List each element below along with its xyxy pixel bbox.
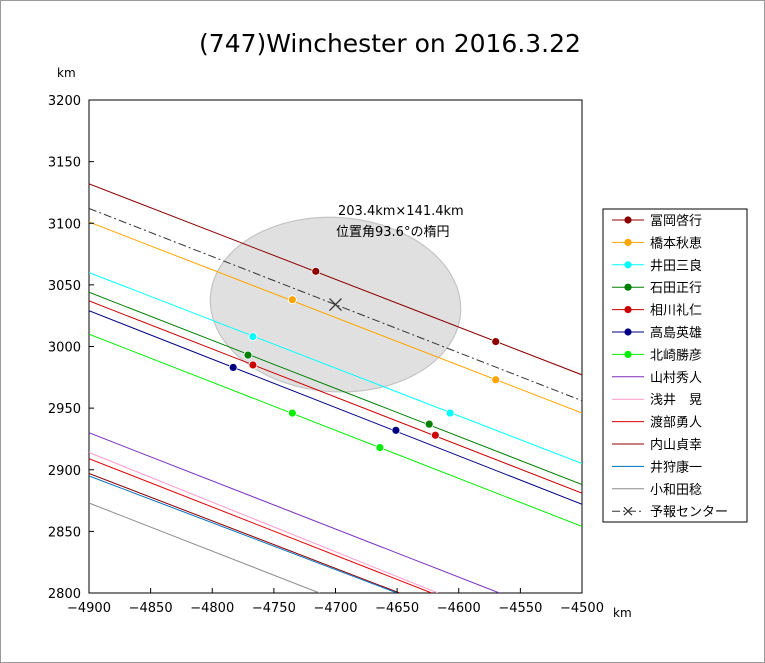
x-axis-label: km: [613, 606, 632, 620]
chord-line: [89, 333, 582, 527]
y-tick-label: 2900: [48, 464, 81, 479]
observation-point: [491, 375, 501, 385]
x-tick-label: −4900: [67, 601, 111, 616]
y-axis-label: km: [57, 66, 76, 80]
legend-box: [602, 208, 748, 523]
legend-marker: [624, 216, 632, 224]
chord-line: [89, 432, 500, 593]
legend-label: 浅井 晃: [650, 393, 702, 408]
chart-title: (747)Winchester on 2016.3.22: [199, 29, 581, 58]
observation-point: [430, 430, 440, 440]
y-tick-label: 3000: [48, 341, 81, 356]
y-tick-label: 3150: [48, 156, 81, 171]
x-tick-label: −4550: [498, 601, 542, 616]
x-tick-label: −4600: [437, 601, 481, 616]
observation-point: [391, 425, 401, 435]
x-tick-label: −4750: [252, 601, 296, 616]
observation-point: [243, 350, 253, 360]
legend-item: 高島英雄: [612, 325, 702, 341]
x-tick-label: −4850: [129, 601, 173, 616]
y-tick-label: 3200: [48, 94, 81, 109]
legend-item: 浅井 晃: [612, 393, 702, 408]
legend-label: 高島英雄: [650, 325, 702, 341]
observation-point: [248, 332, 258, 342]
legend-item: 渡部勇人: [612, 415, 702, 431]
legend-item: 橋本秋恵: [612, 236, 702, 251]
legend-label: 橋本秋恵: [650, 236, 702, 251]
legend-item: 小和田稔: [612, 483, 702, 498]
legend-label: 予報センター: [650, 505, 728, 520]
y-tick-label: 3100: [48, 217, 81, 232]
legend-marker: [624, 261, 632, 269]
chord-line: [89, 300, 582, 494]
legend-label: 石田正行: [650, 281, 702, 296]
legend-label: 北崎勝彦: [650, 347, 702, 363]
observation-point: [248, 360, 258, 370]
legend-marker: [624, 306, 632, 314]
chord-line: [89, 458, 432, 593]
legend-label: 内山貞幸: [650, 437, 702, 453]
y-tick-label: 3050: [48, 279, 81, 294]
x-tick-label: −4500: [560, 601, 604, 616]
legend-item: 北崎勝彦: [612, 347, 702, 363]
x-tick-label: −4650: [375, 601, 419, 616]
legend-item: 石田正行: [612, 281, 702, 296]
legend-marker: [624, 350, 632, 358]
observation-point: [287, 295, 297, 305]
legend-item: 山村秀人: [612, 371, 702, 386]
legend-label: 井狩康一: [650, 459, 702, 475]
legend-item: 冨岡啓行: [612, 214, 702, 229]
observation-points-layer: [228, 266, 501, 452]
chord-line: [89, 502, 320, 593]
legend-label: 冨岡啓行: [650, 214, 702, 229]
observation-point: [228, 363, 238, 372]
legend-item: 予報センター: [612, 505, 728, 520]
x-tick-label: −4800: [190, 601, 234, 616]
chord-line: [89, 272, 582, 465]
legend-label: 山村秀人: [650, 371, 702, 386]
legend-item: 内山貞幸: [612, 437, 702, 453]
chord-line: [89, 472, 400, 593]
y-tick-label: 2850: [48, 525, 81, 540]
observation-point: [491, 337, 501, 346]
ellipse-angle-label: 位置角93.6°の楕円: [336, 225, 449, 240]
legend-label: 小和田稔: [650, 483, 702, 498]
legend-marker: [624, 238, 632, 246]
legend-marker: [624, 328, 632, 336]
axis-ticks-layer: −4900 −4850 −4800 −4750 −4700 −4650 −4600 −4550…: [48, 94, 604, 616]
y-tick-label: 2800: [48, 587, 81, 602]
chord-line: [89, 291, 582, 486]
chord-line: [89, 310, 582, 505]
legend-item: 井田三良: [612, 258, 702, 274]
legend-item: 相川礼仁: [612, 303, 702, 319]
legend-item: 井狩康一: [612, 459, 702, 475]
x-tick-label: −4700: [314, 601, 358, 616]
observation-point: [424, 419, 434, 429]
observation-point: [445, 408, 455, 418]
legend-label: 相川礼仁: [650, 303, 702, 319]
observation-point: [375, 443, 385, 452]
prediction-center-marker: [329, 298, 342, 312]
chord-line: [89, 452, 438, 593]
ellipse-size-label: 203.4km×141.4km: [338, 204, 464, 219]
observation-point: [311, 266, 321, 276]
chord-line: [89, 475, 398, 593]
legend-marker: [624, 283, 632, 291]
observation-point: [287, 408, 297, 418]
legend-label: 井田三良: [650, 258, 702, 274]
legend-label: 渡部勇人: [650, 415, 702, 431]
y-tick-label: 2950: [48, 402, 81, 417]
